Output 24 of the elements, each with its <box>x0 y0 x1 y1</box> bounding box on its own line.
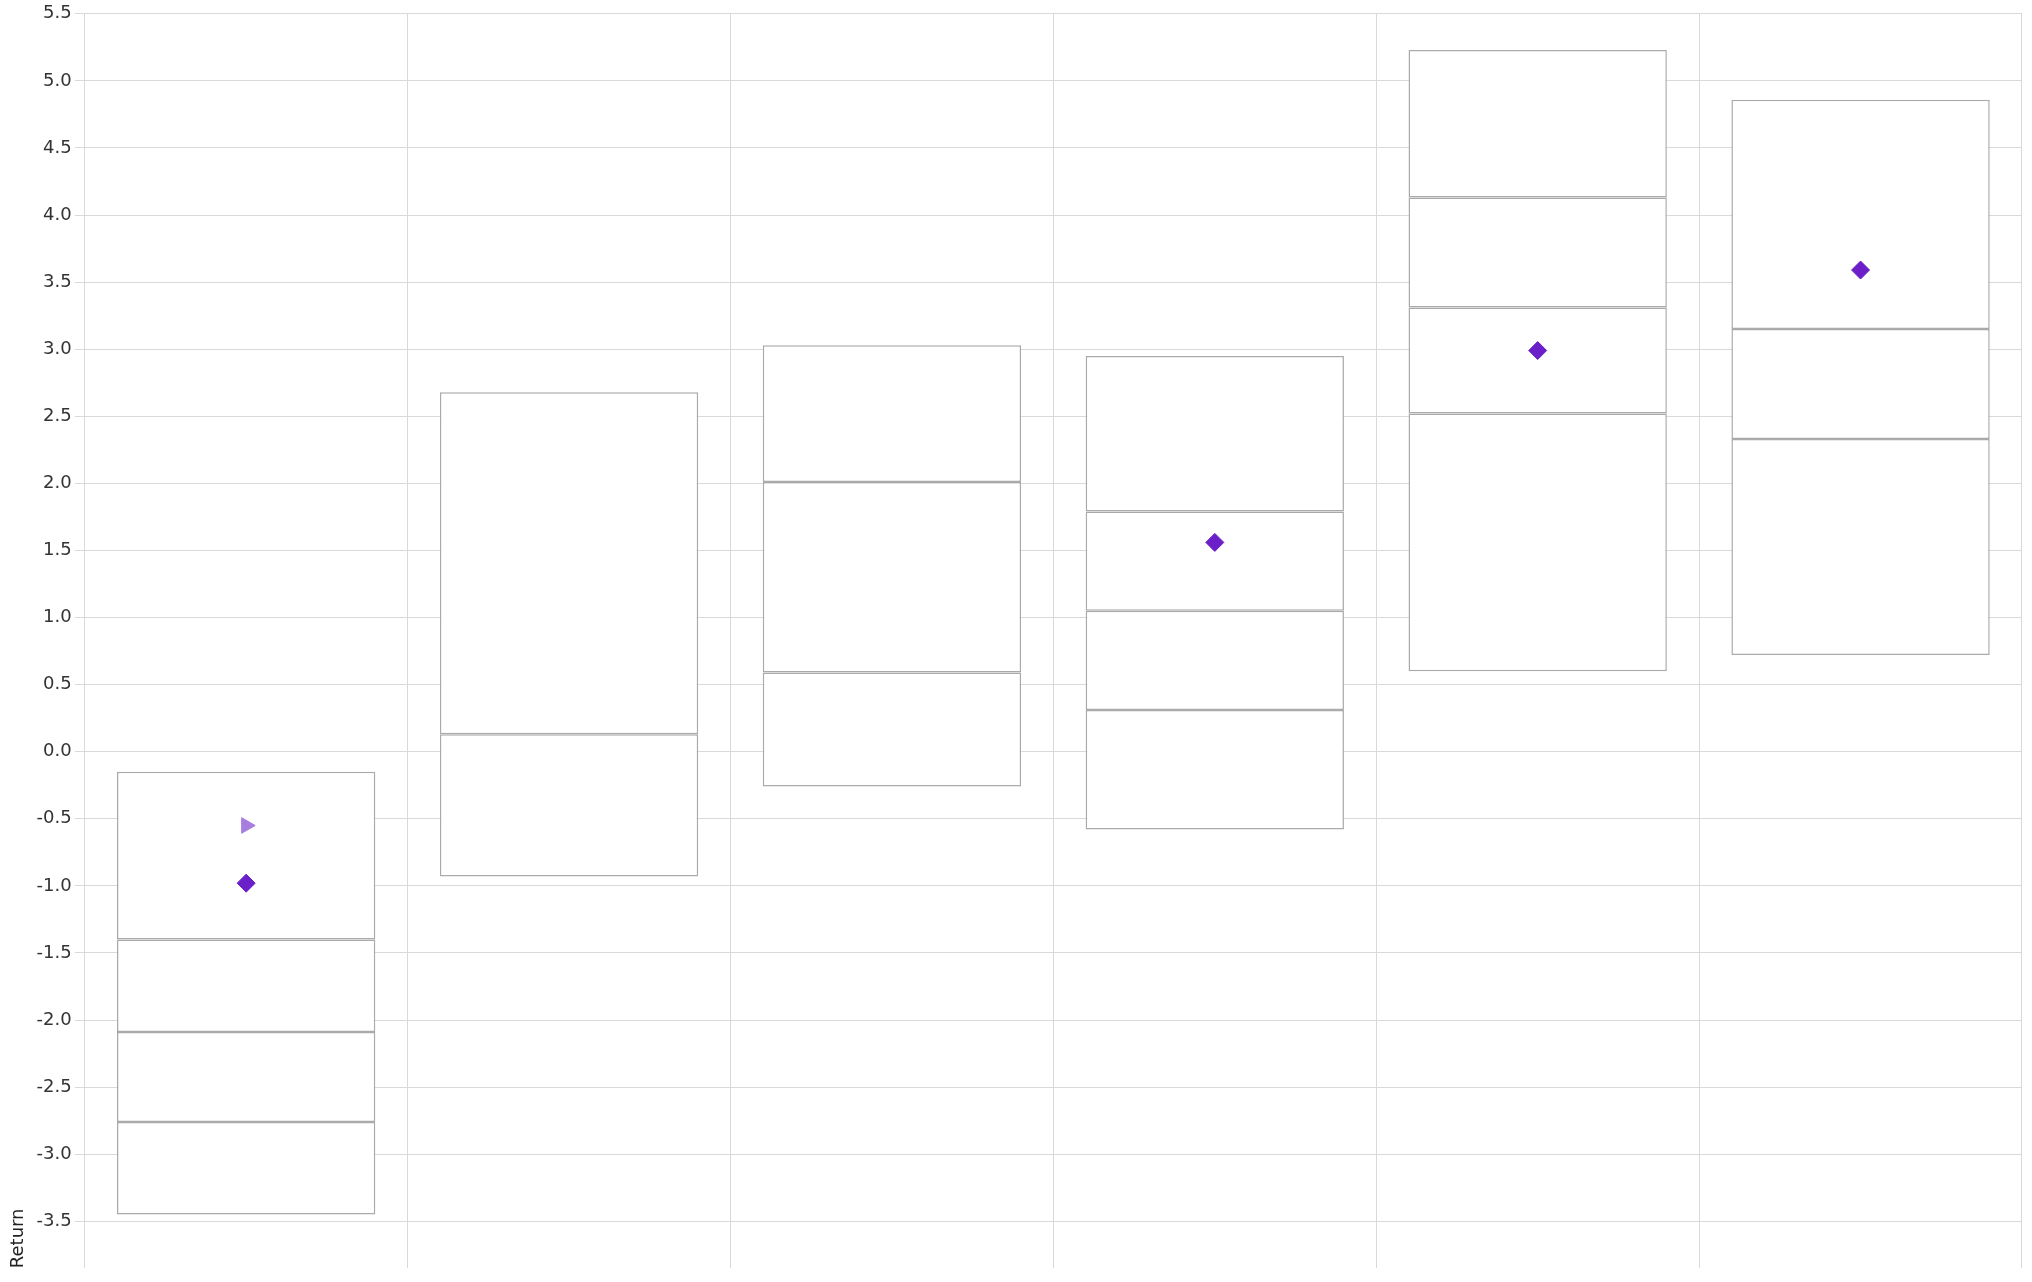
y-tick-label: -2.0 <box>36 1007 72 1029</box>
y-tick-label: 4.5 <box>43 135 72 157</box>
y-tick-label: -0.5 <box>36 806 72 828</box>
point <box>1528 341 1548 361</box>
y-tick-label: -3.5 <box>36 1208 72 1230</box>
y-tick-label: 0.5 <box>43 672 72 694</box>
y-tick-label: 5.5 <box>43 1 72 23</box>
point <box>236 873 256 893</box>
y-tick-label: -1.0 <box>36 873 72 895</box>
point <box>1851 260 1871 280</box>
y-tick-label: 1.0 <box>43 605 72 627</box>
y-axis-title: Return <box>6 1208 28 1269</box>
y-tick-label: 2.5 <box>43 403 72 425</box>
y-tick-label: -1.5 <box>36 940 72 962</box>
point <box>1205 532 1225 552</box>
y-tick-label: 1.5 <box>43 538 72 560</box>
y-tick-label: 4.0 <box>43 202 72 224</box>
y-tick-label: 5.0 <box>43 68 72 90</box>
y-tick-label: 3.0 <box>43 336 72 358</box>
y-tick-label: -2.5 <box>36 1074 72 1096</box>
y-tick-label: -3.0 <box>36 1141 72 1163</box>
y-tick-label: 0.0 <box>43 739 72 761</box>
y-tick-label: 3.5 <box>43 269 72 291</box>
y-tick-label: 2.0 <box>43 471 72 493</box>
